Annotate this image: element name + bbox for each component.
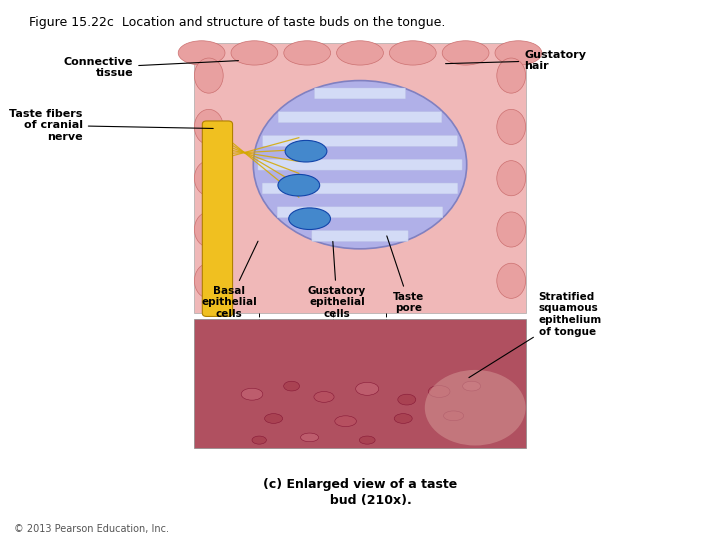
Text: Stratified
squamous
epithelium
of tongue: Stratified squamous epithelium of tongue [469, 292, 602, 377]
Text: bud (210x).: bud (210x). [308, 494, 412, 507]
FancyBboxPatch shape [202, 121, 233, 316]
FancyBboxPatch shape [312, 231, 408, 241]
Ellipse shape [284, 381, 300, 391]
Ellipse shape [253, 80, 467, 249]
Ellipse shape [289, 208, 330, 230]
Text: Figure 15.22c  Location and structure of taste buds on the tongue.: Figure 15.22c Location and structure of … [29, 16, 445, 29]
Ellipse shape [284, 41, 330, 65]
Text: Gustatory
epithelial
cells: Gustatory epithelial cells [308, 241, 366, 319]
Ellipse shape [463, 381, 481, 391]
Ellipse shape [301, 433, 319, 442]
Ellipse shape [428, 386, 450, 397]
Text: Basal
epithelial
cells: Basal epithelial cells [201, 241, 258, 319]
FancyBboxPatch shape [194, 43, 526, 313]
Text: Connective
tissue: Connective tissue [64, 57, 238, 78]
Ellipse shape [495, 41, 541, 65]
Ellipse shape [285, 140, 327, 162]
Ellipse shape [425, 370, 526, 446]
Ellipse shape [444, 411, 464, 421]
Ellipse shape [194, 263, 223, 298]
Ellipse shape [265, 414, 283, 423]
FancyBboxPatch shape [263, 136, 457, 146]
Ellipse shape [278, 174, 320, 196]
Ellipse shape [397, 394, 416, 405]
Text: Taste
pore: Taste pore [387, 236, 425, 313]
Ellipse shape [497, 58, 526, 93]
Ellipse shape [497, 161, 526, 196]
Ellipse shape [314, 392, 334, 402]
FancyBboxPatch shape [315, 88, 405, 99]
Ellipse shape [497, 109, 526, 145]
Ellipse shape [497, 212, 526, 247]
Text: Gustatory
hair: Gustatory hair [446, 50, 586, 71]
Ellipse shape [356, 382, 379, 395]
FancyBboxPatch shape [194, 319, 526, 448]
Ellipse shape [359, 436, 375, 444]
Ellipse shape [335, 416, 356, 427]
Ellipse shape [179, 41, 225, 65]
Text: © 2013 Pearson Education, Inc.: © 2013 Pearson Education, Inc. [14, 523, 169, 534]
Ellipse shape [194, 212, 223, 247]
Ellipse shape [194, 58, 223, 93]
Ellipse shape [395, 414, 413, 423]
Ellipse shape [194, 161, 223, 196]
Ellipse shape [194, 109, 223, 145]
Text: (c) Enlarged view of a taste: (c) Enlarged view of a taste [263, 478, 457, 491]
FancyBboxPatch shape [258, 159, 462, 170]
Text: Taste fibers
of cranial
nerve: Taste fibers of cranial nerve [9, 109, 213, 142]
FancyBboxPatch shape [277, 207, 443, 218]
Ellipse shape [497, 263, 526, 298]
Ellipse shape [390, 41, 436, 65]
Ellipse shape [241, 388, 263, 400]
Ellipse shape [442, 41, 489, 65]
FancyBboxPatch shape [278, 112, 442, 123]
FancyBboxPatch shape [262, 183, 458, 194]
Ellipse shape [337, 41, 384, 65]
Ellipse shape [252, 436, 266, 444]
Ellipse shape [231, 41, 278, 65]
